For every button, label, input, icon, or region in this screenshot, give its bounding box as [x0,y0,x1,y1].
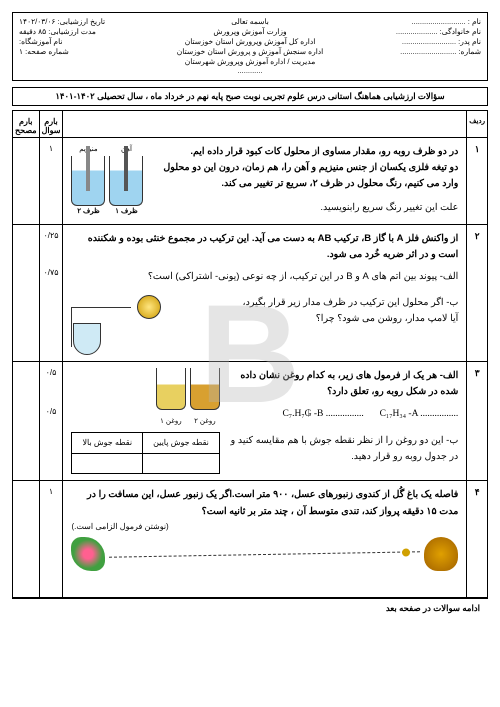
q3-part-b: ب- این دو روغن را از نظر نقطه جوش با هم … [226,433,458,465]
boiling-point-table: نقطه جوش پایین نقطه جوش بالا [71,432,219,474]
q1-line2: دو تیغه فلزی یکسان از جنس منیزیم و آهن ر… [149,160,458,192]
exam-date: تاریخ ارزشیابی: ۱۴۰۲/۰۳/۰۶ [19,17,171,26]
basmala: باسمه تعالی [174,17,326,26]
q1-line3: علت این تغییر رنگ سریع رابنویسید. [149,200,458,216]
q3-formula-a: C₁₇H₃₄ -A ................ [380,406,459,422]
q3-formula-b: C₇.H₇₲ -B ................ [282,406,363,422]
header-box: نام : .......................... باسمه ت… [12,12,488,81]
q2-score-a: ۰/۲۵ [40,231,63,240]
q3-score-b: ۰/۵ [40,407,63,416]
q4-score: ۱ [39,481,63,598]
q4-text: فاصله یک باغ گُل از کندوی زنبورهای عسل، … [71,487,458,519]
q3-part-a: الف- هر یک از فرمول های زیر، به کدام روغ… [226,368,458,400]
family-name-field: نام خانوادگی: .................... [329,27,481,36]
col-header-question [63,111,467,138]
oil2-label: روغن ۲ [190,416,220,428]
col-header-score-q: بارم سوال [39,111,63,138]
q3-number: ۳ [467,362,488,481]
management-label: مدیریت / اداره آموزش وپرورش شهرستان ....… [174,57,326,75]
province-label: اداره کل آموزش وپرورش استان خوزستان [174,37,326,46]
q4-number: ۴ [467,481,488,598]
student-name-field: نام : .......................... [329,17,481,26]
bulb-icon [137,295,161,319]
seat-field: شماره: ........................... [329,47,481,56]
q2-number: ۲ [467,224,488,361]
q4-note: (نوشتن فرمول الزامی است.) [71,520,458,534]
oil1-label: روغن ۱ [156,416,186,428]
question-row-4: ۴ فاصله یک باغ گُل از کندوی زنبورهای عسل… [13,481,488,598]
q2-score-b: ۰/۷۵ [40,268,63,277]
col-header-score-grader: بارم مصحح [13,111,40,138]
q2-part-b2: آیا لامپ مدار، روشن می شود؟ چرا؟ [167,311,458,327]
hive-icon [424,537,458,571]
cup2-label: ظرف ۲ [71,206,105,218]
father-name-field: نام پدر: .......................... [329,37,481,46]
q1-line1: در دو ظرف روبه رو، مقدار مساوی از محلول … [149,144,458,160]
flask-icon [73,323,101,355]
bee-path [109,551,420,557]
page-number: شماره صفحه: ۱ [19,47,171,56]
cup1-label: ظرف ۱ [109,206,143,218]
school-label: نام آموزشگاه: [19,37,171,46]
q1-diagram: آهن ظرف ۱ منیزیم ظرف ۲ [71,144,143,218]
oil2-beaker [190,368,220,410]
exam-page: نام : .......................... باسمه ت… [0,0,500,707]
question-row-3: ۳ الف- هر یک از فرمول های زیر، به کدام ر… [13,362,488,481]
q2-part-a: الف- پیوند بین اتم های A و B در این ترکی… [71,269,458,285]
assessment-label: اداره سنجش آموزش و پرورش استان خوزستان [174,47,326,56]
q1-score: ۱ [39,138,63,225]
bp-low-header: نقطه جوش پایین [143,433,220,454]
question-row-2: ۲ از واکنش فلز A با گاز B، ترکیب AB به د… [13,224,488,361]
q3-score-a: ۰/۵ [40,368,63,377]
q3-diagram: روغن ۲ روغن ۱ نقطه جوش پایین نقطه جوش با… [71,368,219,474]
ministry-label: وزارت آموزش وپرورش [174,27,326,36]
flowers-icon [71,537,105,571]
circuit-diagram [71,295,161,355]
q1-number: ۱ [467,138,488,225]
q2-intro: از واکنش فلز A با گاز B، ترکیب AB به دست… [71,231,458,263]
q2-part-b1: ب- اگر محلول این ترکیب در ظرف مدار زیر ق… [167,295,458,311]
footer-continue: ادامه سوالات در صفحه بعد [12,598,488,618]
oil1-beaker [156,368,186,410]
bee-icon [402,548,410,556]
questions-table: ردیف بارم سوال بارم مصحح ۱ در دو ظرف روب… [12,110,488,598]
bee-diagram [71,537,458,571]
question-row-1: ۱ در دو ظرف روبه رو، مقدار مساوی از محلو… [13,138,488,225]
duration-label: مدت ارزشیابی: ۸۵ دقیقه [19,27,171,36]
bp-high-header: نقطه جوش بالا [72,433,143,454]
col-header-num: ردیف [467,111,488,138]
exam-title: سؤالات ارزشیابی هماهنگ استانی درس علوم ت… [12,87,488,106]
